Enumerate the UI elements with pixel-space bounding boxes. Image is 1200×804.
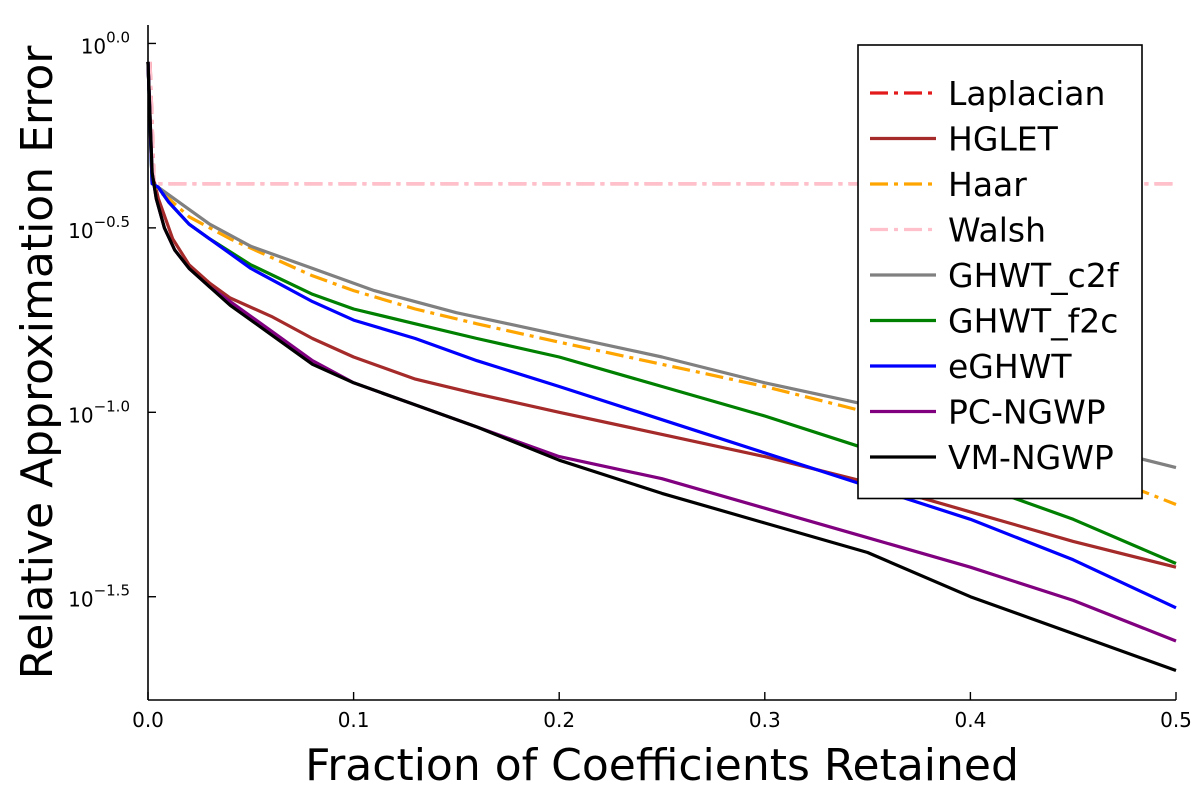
y-tick-exponent: −1.5 <box>94 582 130 600</box>
legend-label: PC-NGWP <box>948 393 1106 432</box>
x-ticks: 0.0 0.1 0.2 0.3 0.4 0.5 <box>132 692 1192 732</box>
x-tick-label: 0.4 <box>954 708 986 732</box>
legend-label: Laplacian <box>948 74 1105 113</box>
series-line-walsh <box>148 61 1176 186</box>
y-tick-label: 100.0 <box>81 28 130 58</box>
legend: Laplacian HGLET Haar Walsh GHWT_c2f GHWT_f2ce… <box>857 44 1143 500</box>
y-tick-exponent: 0.0 <box>106 28 130 46</box>
y-tick-base: 10 <box>81 34 106 58</box>
x-tick-label: 0.2 <box>543 708 575 732</box>
y-tick-label: 10−1.0 <box>68 397 130 427</box>
legend-label: HGLET <box>948 120 1059 159</box>
series-line-vm-ngwp <box>146 61 1177 673</box>
y-tick-label: 10−0.5 <box>68 213 130 243</box>
legend-label: GHWT_c2f <box>948 256 1120 295</box>
y-ticks: 100.010−0.510−1.010−1.5 <box>68 28 156 612</box>
y-axis-label: Relative Approximation Error <box>12 45 63 680</box>
legend-label: Haar <box>948 165 1027 204</box>
legend-label: eGHWT <box>948 347 1072 386</box>
legend-label: Walsh <box>948 211 1046 250</box>
y-tick-exponent: −0.5 <box>94 213 130 231</box>
y-tick-label: 10−1.5 <box>68 582 130 612</box>
y-tick-exponent: −1.0 <box>94 397 130 415</box>
x-axis-label: Fraction of Coefficients Retained <box>305 740 1019 791</box>
x-tick-label: 0.5 <box>1160 708 1192 732</box>
legend-label: VM-NGWP <box>948 438 1114 477</box>
axes-layer <box>147 25 1176 701</box>
x-tick-label: 0.1 <box>338 708 370 732</box>
x-tick-label: 0.0 <box>132 708 164 732</box>
y-tick-base: 10 <box>68 588 93 612</box>
x-tick-label: 0.3 <box>749 708 781 732</box>
legend-box <box>857 44 1143 500</box>
y-tick-base: 10 <box>68 219 93 243</box>
legend-label: GHWT_f2c <box>948 302 1118 341</box>
y-tick-base: 10 <box>68 403 93 427</box>
